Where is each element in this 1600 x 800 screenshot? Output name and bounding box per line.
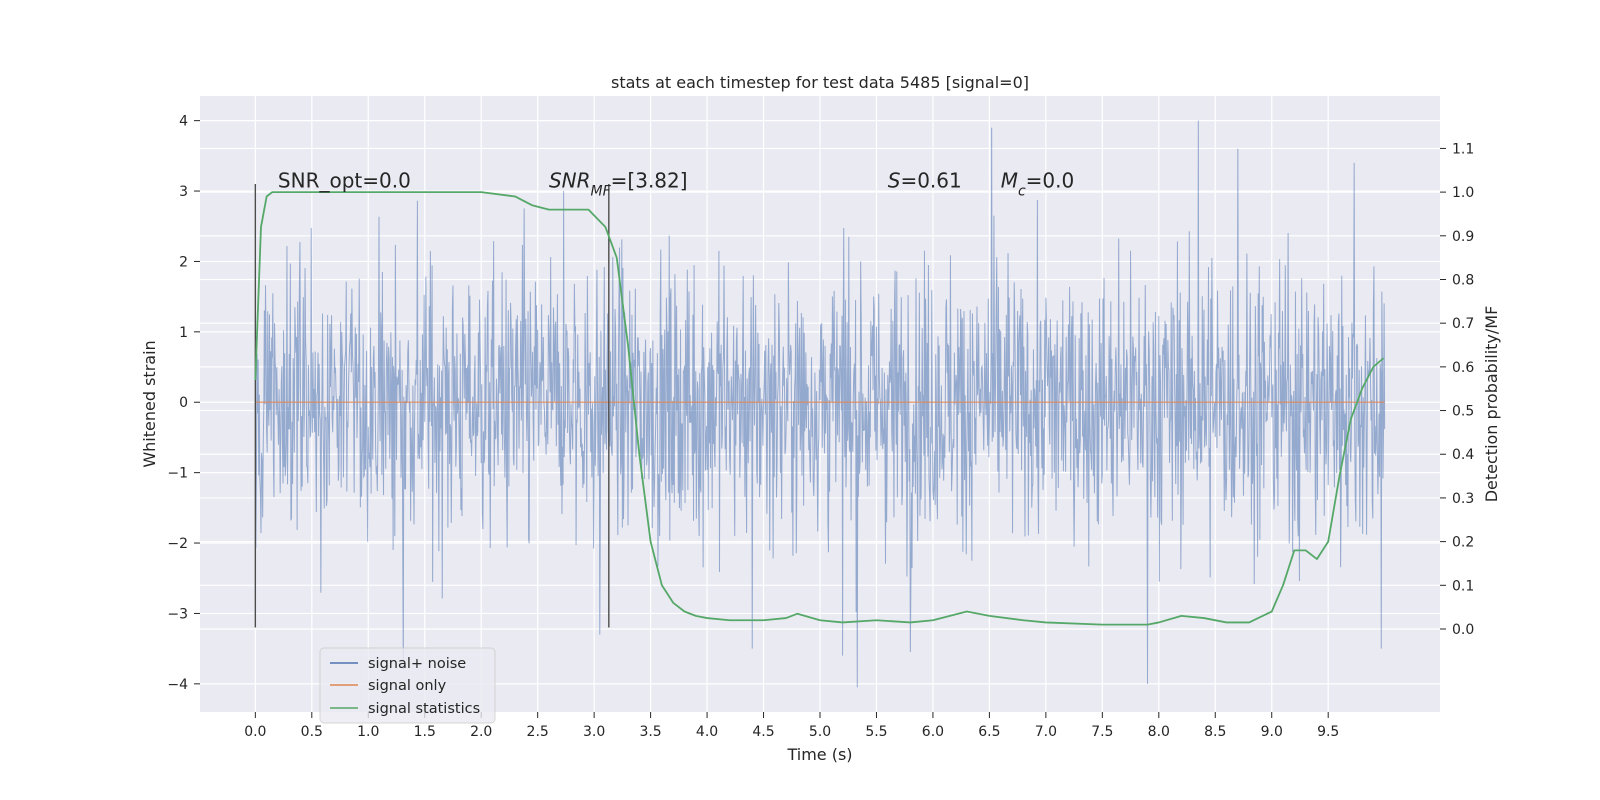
x-tick-label: 2.0 (470, 724, 492, 740)
x-tick-label: 5.5 (865, 724, 887, 740)
right-y-tick-label: 0.2 (1452, 535, 1474, 551)
y-tick-label: 0 (179, 395, 188, 411)
y-tick-label: −4 (167, 677, 188, 693)
right-y-tick-label: 0.7 (1452, 316, 1474, 332)
right-y-tick-label: 0.4 (1452, 447, 1474, 463)
annotation-text: SNRMF=[3.82] (549, 169, 688, 200)
x-tick-label: 1.5 (414, 724, 436, 740)
x-tick-label: 6.0 (922, 724, 944, 740)
x-axis-ticks: 0.0 0.5 1.0 1.5 2.0 2.5 3.0 3.5 4.0 4.5 5.0 5.5 6.0 6… (244, 712, 1339, 740)
y-tick-label: 1 (179, 325, 188, 341)
y-tick-label: 2 (179, 254, 188, 270)
x-tick-label: 2.5 (527, 724, 549, 740)
signal-statistics-series (254, 191, 1385, 626)
x-tick-label: 3.0 (583, 724, 605, 740)
y-tick-label: −1 (167, 466, 188, 482)
marker-lines (254, 184, 610, 628)
right-y-tick-label: 1.1 (1452, 141, 1474, 157)
legend-label-statistics: signal statistics (368, 701, 480, 717)
legend-label-signal: signal only (368, 678, 447, 694)
x-tick-label: 7.0 (1035, 724, 1057, 740)
right-y-tick-label: 0.8 (1452, 272, 1474, 288)
right-y-axis-label: Detection probability/MF (1482, 306, 1501, 503)
annotation-text: S=0.61 (888, 169, 962, 193)
right-y-tick-label: 0.9 (1452, 229, 1474, 245)
x-tick-label: 7.5 (1091, 724, 1113, 740)
y-tick-label: −3 (167, 606, 188, 622)
x-axis-label: Time (s) (786, 745, 852, 764)
x-tick-label: 1.0 (357, 724, 379, 740)
right-y-tick-label: 0.5 (1452, 404, 1474, 420)
chart-title: stats at each timestep for test data 548… (611, 73, 1029, 92)
x-tick-label: 3.5 (639, 724, 661, 740)
x-tick-label: 0.0 (244, 724, 266, 740)
signal-noise-series (254, 120, 1386, 688)
x-tick-label: 0.5 (301, 724, 323, 740)
x-tick-label: 8.5 (1204, 724, 1226, 740)
x-tick-label: 9.0 (1261, 724, 1283, 740)
right-y-axis-ticks: 0.0 0.1 0.2 0.3 0.4 0.5 0.6 0.7 0.8 0.9 1.0 1.1 (1440, 141, 1474, 638)
x-tick-label: 4.5 (752, 724, 774, 740)
y-tick-label: −2 (167, 536, 188, 552)
left-y-axis-ticks: −4 −3 −2 −1 0 1 2 3 4 (167, 114, 200, 693)
annotations: SNR_opt=0.0 SNRMF=[3.82] S=0.61 Mc=0.0 (278, 169, 1074, 200)
y-tick-label: 4 (179, 114, 188, 130)
right-y-tick-label: 1.0 (1452, 185, 1474, 201)
right-y-tick-label: 0.3 (1452, 491, 1474, 507)
x-tick-label: 8.0 (1148, 724, 1170, 740)
x-tick-label: 5.0 (809, 724, 831, 740)
legend: signal+ noise signal only signal statist… (319, 647, 496, 724)
x-tick-label: 6.5 (978, 724, 1000, 740)
signal-noise-line (254, 120, 1386, 688)
y-tick-label: 3 (179, 184, 188, 200)
annotation-text: SNR_opt=0.0 (278, 169, 411, 193)
annotation-text: Mc=0.0 (1001, 169, 1075, 200)
right-y-tick-label: 0.0 (1452, 622, 1474, 638)
right-y-tick-label: 0.1 (1452, 578, 1474, 594)
legend-label-noise: signal+ noise (368, 656, 466, 672)
y-axis-label: Whitened strain (140, 340, 159, 467)
x-tick-label: 9.5 (1317, 724, 1339, 740)
x-tick-label: 4.0 (696, 724, 718, 740)
right-y-tick-label: 0.6 (1452, 360, 1474, 376)
signal-statistics-line (254, 191, 1385, 626)
legend-box (319, 647, 496, 724)
